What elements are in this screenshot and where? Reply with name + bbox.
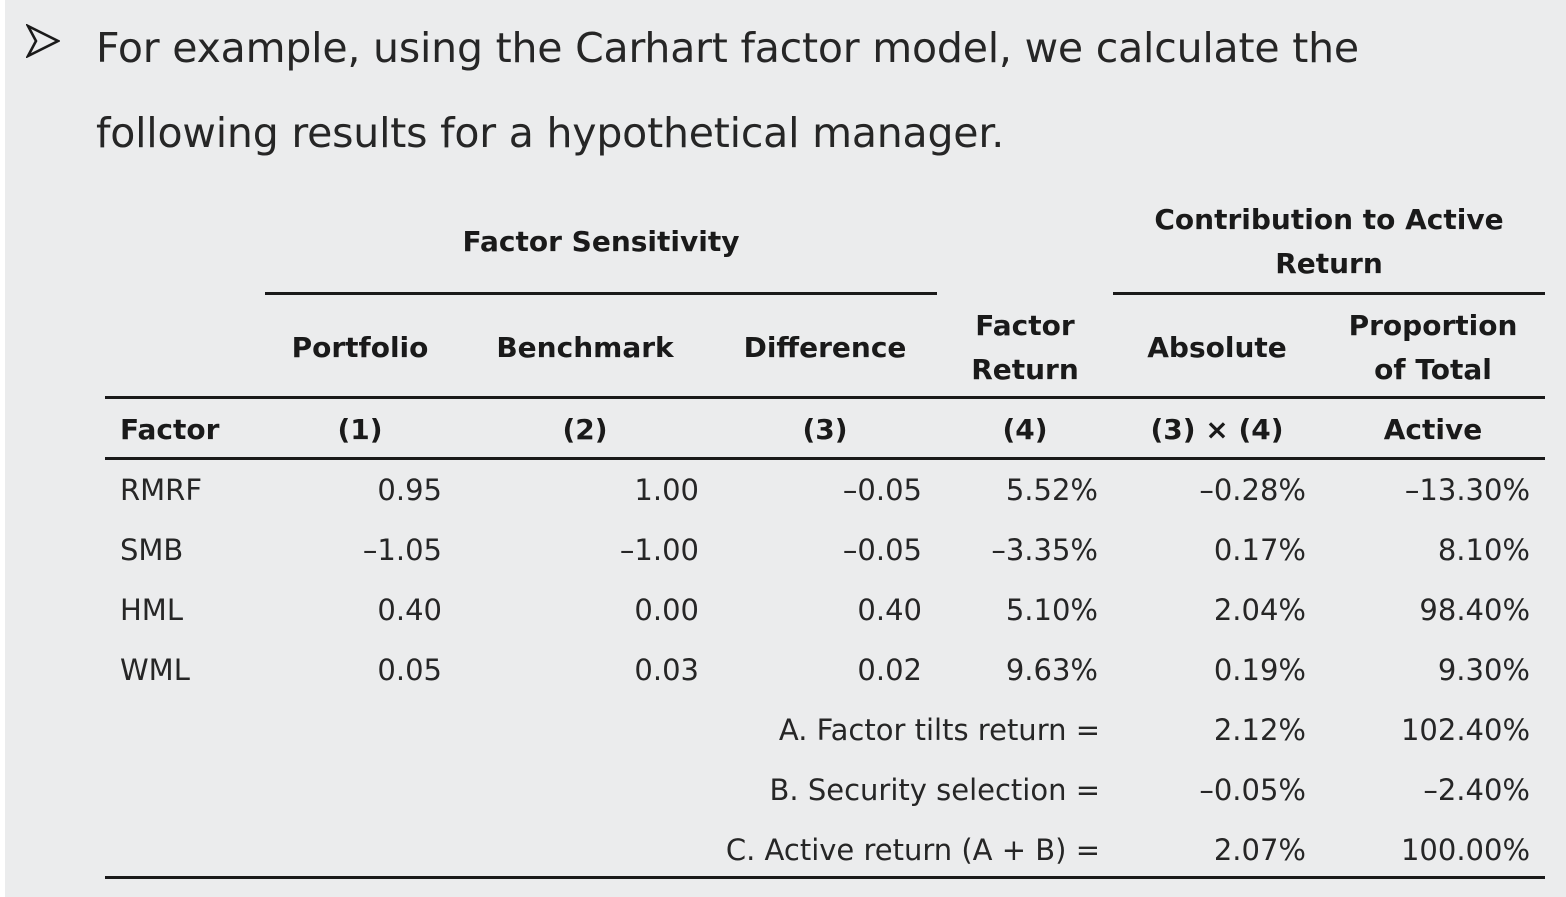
cell-benchmark: 0.03 xyxy=(634,653,699,687)
cell-benchmark: 1.00 xyxy=(634,473,699,507)
summary-proportion: 100.00% xyxy=(1400,833,1530,867)
summary-absolute: 2.07% xyxy=(1213,833,1306,867)
group-header-contribution: Contribution to Active Return xyxy=(1154,203,1504,280)
slide-background xyxy=(5,0,1566,897)
cell-benchmark: 0.00 xyxy=(634,593,699,627)
subheader-c1: (1) xyxy=(337,413,383,446)
cell-proportion: –13.30% xyxy=(1404,473,1530,507)
cell-factor-return: –3.35% xyxy=(991,533,1098,567)
cell-factor: RMRF xyxy=(120,473,203,507)
cell-absolute: 2.04% xyxy=(1213,593,1306,627)
summary-proportion: 102.40% xyxy=(1400,713,1530,747)
subheader-factor: Factor xyxy=(120,413,220,446)
cell-absolute: –0.28% xyxy=(1199,473,1306,507)
rule-factor-sensitivity xyxy=(265,292,937,295)
cell-proportion: 98.40% xyxy=(1419,593,1530,627)
summary-label: C. Active return (A + B) = xyxy=(725,833,1100,867)
cell-portfolio: 0.05 xyxy=(377,653,442,687)
cell-portfolio: 0.40 xyxy=(377,593,442,627)
summary-absolute: 2.12% xyxy=(1213,713,1306,747)
subheader-c5: (3) × (4) xyxy=(1150,413,1284,446)
col-header-factor-return: Factor Return xyxy=(971,309,1079,386)
summary-label: B. Security selection = xyxy=(769,773,1101,807)
cell-proportion: 8.10% xyxy=(1437,533,1530,567)
subheader-c2: (2) xyxy=(562,413,608,446)
cell-portfolio: –1.05 xyxy=(362,533,442,567)
cell-factor: WML xyxy=(120,653,190,687)
cell-difference: 0.02 xyxy=(857,653,922,687)
subheader-c3: (3) xyxy=(802,413,848,446)
cell-factor: HML xyxy=(120,593,183,627)
intro-text: For example, using the Carhart factor mo… xyxy=(96,24,1359,157)
cell-absolute: 0.17% xyxy=(1213,533,1306,567)
cell-difference: –0.05 xyxy=(842,533,922,567)
col-header-benchmark: Benchmark xyxy=(496,331,674,364)
summary-absolute: –0.05% xyxy=(1199,773,1306,807)
cell-factor-return: 9.63% xyxy=(1005,653,1098,687)
col-header-difference: Difference xyxy=(743,331,907,364)
col-header-proportion: Proportion of Total xyxy=(1348,309,1518,386)
cell-factor-return: 5.10% xyxy=(1005,593,1098,627)
cell-portfolio: 0.95 xyxy=(377,473,442,507)
cell-difference: –0.05 xyxy=(842,473,922,507)
cell-difference: 0.40 xyxy=(857,593,922,627)
summary-proportion: –2.40% xyxy=(1423,773,1530,807)
rule-header-bottom xyxy=(105,396,1545,399)
col-header-absolute: Absolute xyxy=(1147,331,1287,364)
col-header-portfolio: Portfolio xyxy=(291,331,429,364)
rule-table-bottom xyxy=(105,876,1545,879)
subheader-c4: (4) xyxy=(1002,413,1048,446)
group-header-factor-sensitivity: Factor Sensitivity xyxy=(462,225,740,258)
cell-benchmark: –1.00 xyxy=(619,533,699,567)
arrowhead-bullet-icon xyxy=(26,24,60,58)
cell-proportion: 9.30% xyxy=(1437,653,1530,687)
cell-absolute: 0.19% xyxy=(1213,653,1306,687)
subheader-c6: Active xyxy=(1383,413,1483,446)
summary-label: A. Factor tilts return = xyxy=(778,713,1100,747)
rule-contribution xyxy=(1113,292,1545,295)
rule-subheader-bottom xyxy=(105,457,1545,460)
cell-factor-return: 5.52% xyxy=(1005,473,1098,507)
cell-factor: SMB xyxy=(120,533,184,567)
